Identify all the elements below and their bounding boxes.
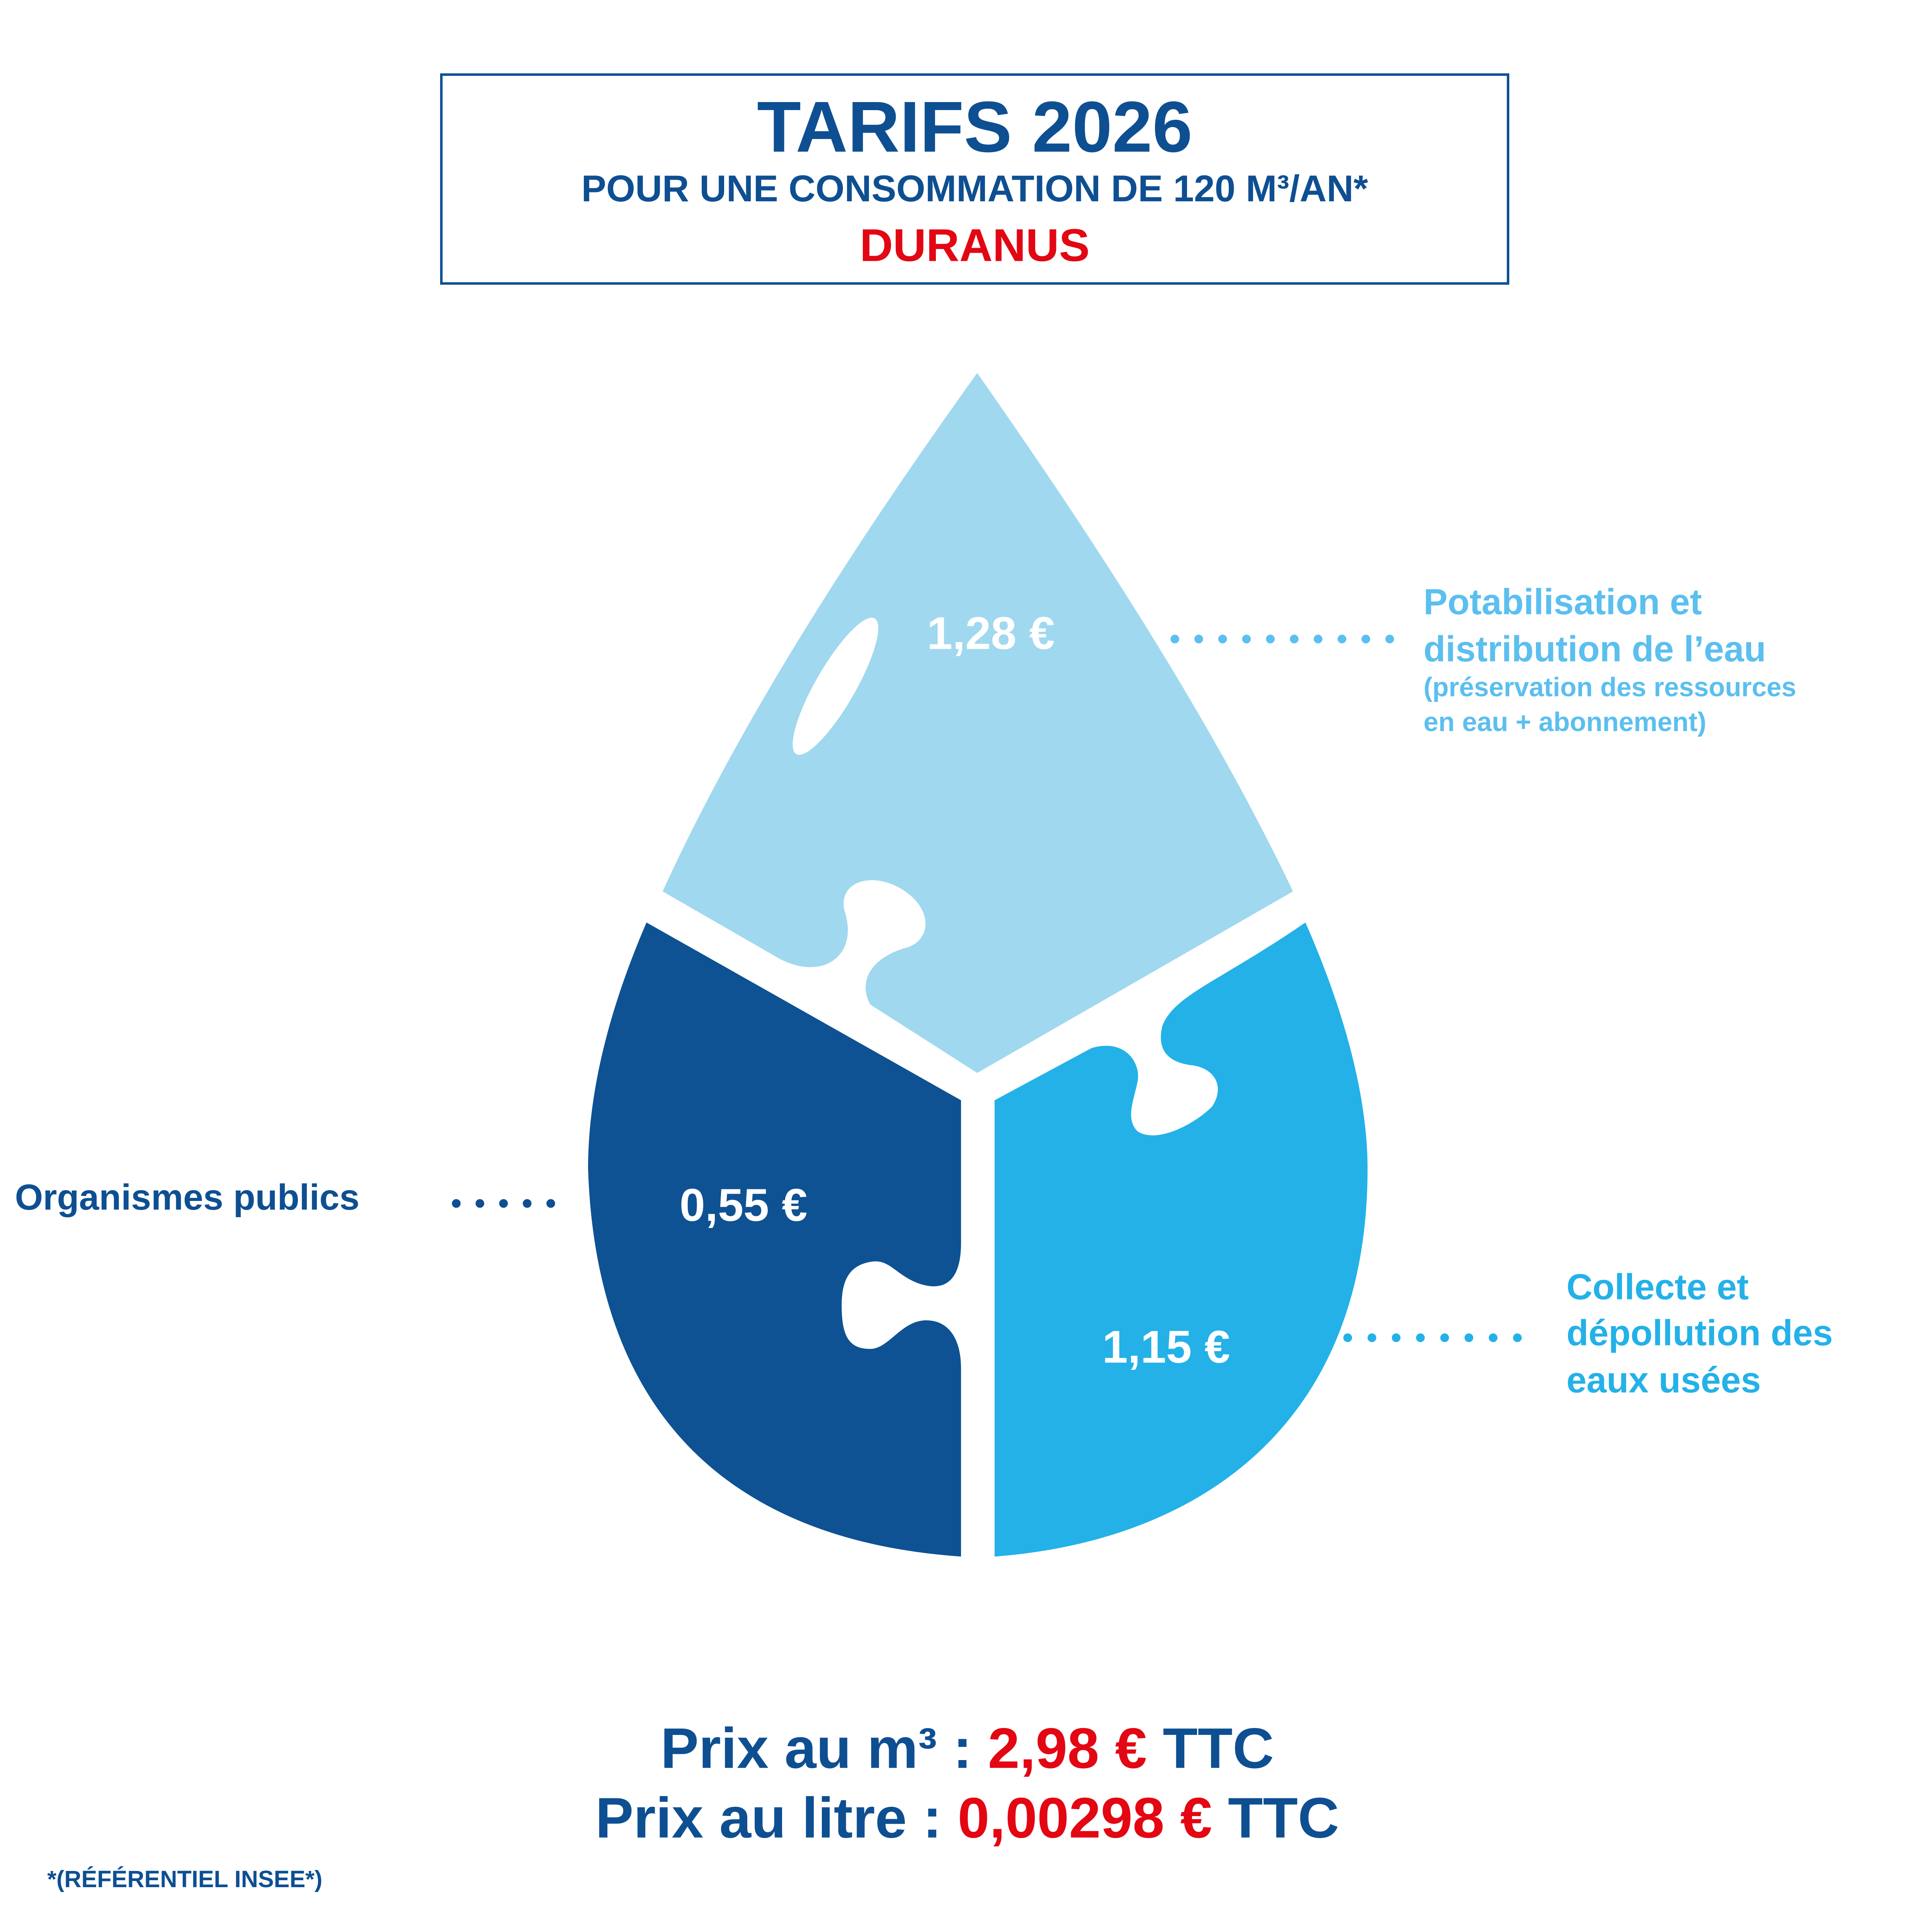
price-m3-value: 2,98 € bbox=[988, 1716, 1147, 1780]
commune-name: DURANUS bbox=[860, 220, 1090, 271]
segment-potabilisation bbox=[662, 373, 1293, 1073]
title-box bbox=[440, 73, 1510, 285]
label-collecte: Collecte et dépollution des eaux usées bbox=[1566, 1267, 1833, 1400]
label-line: dépollution des bbox=[1566, 1313, 1833, 1353]
value-organismes: 0,55 € bbox=[680, 1180, 808, 1231]
price-per-m3: Prix au m³ : 2,98 € TTC bbox=[661, 1716, 1274, 1780]
value-collecte: 1,15 € bbox=[1102, 1321, 1230, 1372]
price-litre-prefix: Prix au litre : bbox=[595, 1786, 958, 1850]
value-potabilisation: 1,28 € bbox=[927, 608, 1055, 659]
label-line: Collecte et bbox=[1566, 1267, 1749, 1307]
label-line: distribution de l’eau bbox=[1423, 629, 1766, 669]
page-title: TARIFS 2026 bbox=[757, 87, 1192, 167]
price-litre-value: 0,00298 € bbox=[957, 1786, 1212, 1850]
price-per-litre: Prix au litre : 0,00298 € TTC bbox=[595, 1786, 1339, 1850]
price-m3-prefix: Prix au m³ : bbox=[661, 1716, 988, 1780]
label-organismes: Organismes publics bbox=[15, 1177, 360, 1218]
drop-highlight bbox=[793, 617, 878, 755]
footnote: *(RÉFÉRENTIEL INSEE*) bbox=[47, 1866, 322, 1892]
segment-collecte bbox=[995, 922, 1368, 1557]
price-m3-suffix: TTC bbox=[1147, 1716, 1274, 1780]
label-note: en eau + abonnement) bbox=[1423, 707, 1706, 737]
page-subtitle: POUR UNE CONSOMMATION DE 120 M³/AN* bbox=[582, 168, 1368, 209]
segment-organismes bbox=[588, 922, 961, 1557]
label-potabilisation: Potabilisation et distribution de l’eau … bbox=[1423, 582, 1796, 736]
price-litre-suffix: TTC bbox=[1212, 1786, 1339, 1850]
label-line: Potabilisation et bbox=[1423, 582, 1702, 622]
label-note: (préservation des ressources bbox=[1423, 672, 1796, 702]
label-line: eaux usées bbox=[1566, 1360, 1761, 1400]
